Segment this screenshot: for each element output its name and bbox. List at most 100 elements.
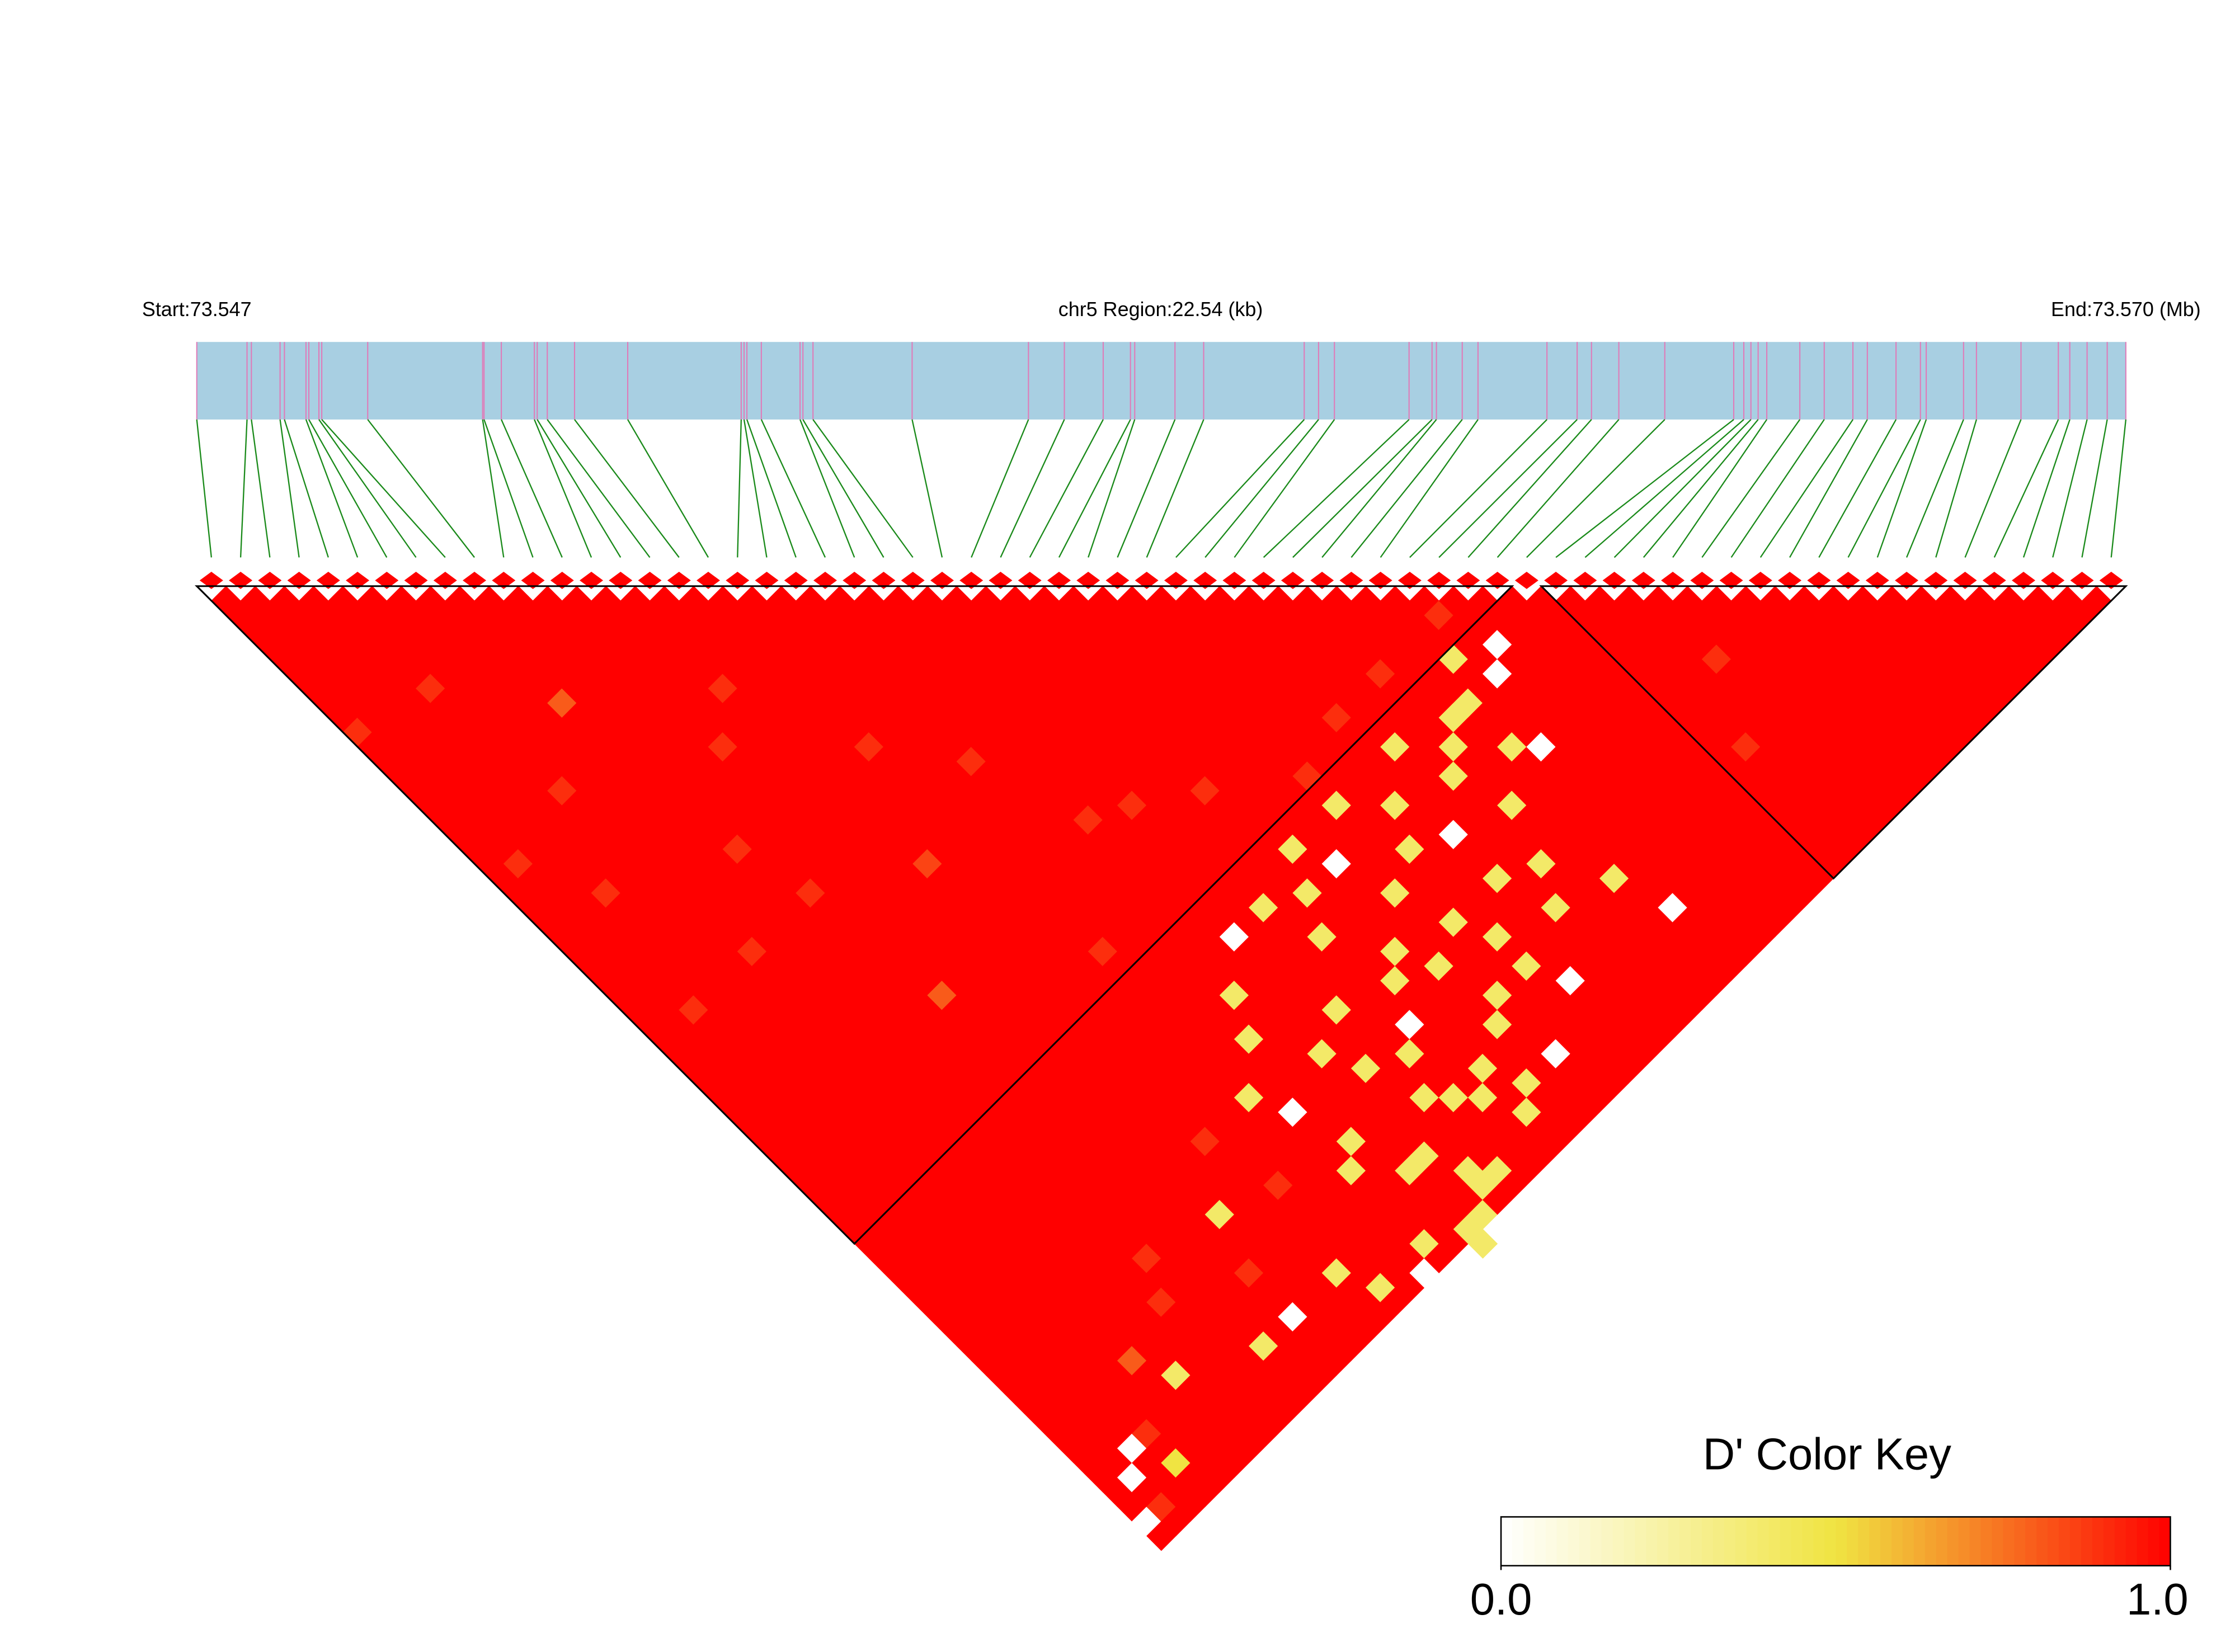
snp-link-line	[737, 419, 742, 558]
color-key-swatch	[1556, 1517, 1569, 1566]
snp-link-line	[1000, 419, 1065, 558]
snp-link-line	[1526, 419, 1665, 558]
snp-link-line	[482, 419, 505, 558]
color-key-swatch	[1646, 1517, 1658, 1566]
snp-link-line	[812, 419, 914, 558]
snp-link-line	[1117, 419, 1176, 558]
snp-link-line	[1438, 419, 1578, 558]
color-key-swatch	[1902, 1517, 1914, 1566]
color-key-swatch	[1936, 1517, 1948, 1566]
snp-tip	[638, 572, 662, 589]
snp-link-line	[1672, 419, 1768, 558]
color-key-swatch	[1735, 1517, 1747, 1566]
snp-link-line	[1409, 419, 1547, 558]
snp-link-line	[1175, 419, 1305, 558]
color-key-swatch	[2025, 1517, 2037, 1566]
color-key-swatch	[1746, 1517, 1758, 1566]
snp-link-line	[251, 419, 271, 558]
snp-link-line	[318, 419, 417, 558]
snp-link-line	[537, 419, 622, 558]
snp-link-line	[1905, 419, 1964, 558]
color-key-swatch	[1579, 1517, 1591, 1566]
snp-link-line	[2022, 419, 2071, 558]
color-key-swatch	[1980, 1517, 1993, 1566]
color-key-swatch	[2159, 1517, 2171, 1566]
snp-tip	[1895, 572, 1919, 589]
snp-link-line	[627, 419, 709, 558]
color-key-swatch	[1668, 1517, 1680, 1566]
color-key-swatch	[1679, 1517, 1691, 1566]
snp-link-line	[911, 419, 943, 558]
x-tick-label: Start:73.547	[142, 298, 252, 321]
snp-link-line	[1759, 419, 1853, 558]
snp-tip	[1310, 572, 1334, 589]
color-key-swatch	[1913, 1517, 1926, 1566]
snp-tip	[1544, 572, 1568, 589]
snp-link-line	[1964, 419, 2022, 558]
color-key-swatch	[2036, 1517, 2048, 1566]
snp-tip	[1514, 572, 1538, 589]
color-key-swatch	[1869, 1517, 1881, 1566]
color-key-swatch	[2092, 1517, 2104, 1566]
snp-link-line	[1584, 419, 1744, 558]
color-key-swatch	[1590, 1517, 1602, 1566]
color-key-swatch	[1858, 1517, 1870, 1566]
color-key-swatch	[2081, 1517, 2093, 1566]
color-key-frame	[1500, 1516, 2171, 1567]
snp-link-line	[1321, 419, 1437, 558]
color-key-swatch	[1757, 1517, 1770, 1566]
snp-link-line	[1701, 419, 1801, 558]
color-key-swatch	[1712, 1517, 1725, 1566]
snp-link-line	[1292, 419, 1433, 558]
snp-link-line	[1029, 419, 1104, 558]
color-key-swatch	[2059, 1517, 2071, 1566]
region-subtitle: chr5 Region:22.54 (kb)	[1058, 298, 1263, 321]
snp-tip	[1281, 572, 1305, 589]
color-key-swatch	[1802, 1517, 1814, 1566]
color-key-swatch	[1969, 1517, 1982, 1566]
color-key-swatch	[2003, 1517, 2015, 1566]
color-key-swatch	[1947, 1517, 1959, 1566]
color-key-swatch	[1523, 1517, 1535, 1566]
color-key-swatch	[1724, 1517, 1736, 1566]
color-key-swatch	[1701, 1517, 1714, 1566]
snp-link-line	[1818, 419, 1897, 558]
snp-link-line	[321, 419, 446, 558]
snp-link-line	[1204, 419, 1319, 558]
color-key-swatch	[1612, 1517, 1625, 1566]
color-key-swatch	[1624, 1517, 1636, 1566]
snp-link-line	[284, 419, 329, 558]
snp-link-line	[1613, 419, 1752, 558]
snp-link-line	[1876, 419, 1927, 558]
snp-link-line	[239, 419, 248, 558]
color-key-swatch	[2137, 1517, 2149, 1566]
snp-link-line	[1351, 419, 1463, 558]
ld-block	[195, 585, 1514, 1245]
color-key-tick-label: 0.0	[1470, 1574, 1532, 1624]
snp-link-line	[367, 419, 475, 558]
ld-block	[1539, 585, 2128, 880]
color-key-swatch	[1512, 1517, 1524, 1566]
snp-link-line	[483, 419, 534, 558]
color-key-swatch	[2114, 1517, 2126, 1566]
snp-link-line	[1847, 419, 1921, 558]
color-key-swatch	[1657, 1517, 1669, 1566]
color-key-swatch	[1836, 1517, 1847, 1566]
x-tick-label: End:73.570 (Mb)	[2051, 298, 2201, 321]
color-key-swatch	[1691, 1517, 1702, 1566]
color-key-swatch	[2014, 1517, 2026, 1566]
snp-link-line	[802, 419, 884, 558]
snp-link-line	[1730, 419, 1825, 558]
color-key-swatch	[1768, 1517, 1781, 1566]
snp-link-line	[1555, 418, 1734, 558]
color-key-swatch	[1501, 1517, 1513, 1566]
color-key-title: D' Color Key	[1703, 1429, 1951, 1479]
snp-link-line	[1497, 419, 1620, 558]
snp-link-line	[279, 419, 300, 558]
snp-link-line	[1146, 419, 1204, 558]
snp-link-line	[2081, 419, 2108, 558]
snp-link-line	[1263, 419, 1410, 558]
snp-link-line	[2052, 419, 2088, 558]
snp-link-line	[2110, 419, 2127, 558]
